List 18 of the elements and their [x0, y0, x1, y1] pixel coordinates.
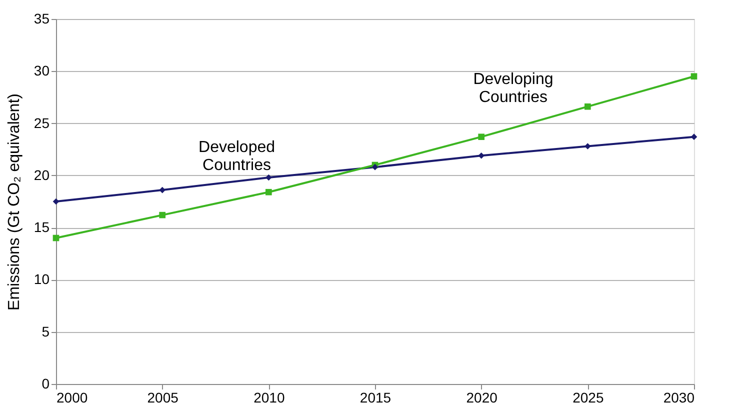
y-tick-label: 0 — [42, 376, 50, 392]
x-tick-label: 2020 — [466, 390, 498, 406]
y-tick-label: 15 — [34, 219, 50, 236]
series-label: Developed Countries — [198, 138, 276, 174]
series-label: Developing Countries — [473, 70, 554, 106]
x-tick-label: 2005 — [147, 390, 179, 406]
y-tick-label: 10 — [34, 271, 50, 288]
x-tick-label: 2015 — [360, 390, 392, 406]
x-tick-label: 2025 — [572, 390, 604, 406]
y-tick-label: 25 — [34, 114, 50, 131]
x-tick-label: 2000 — [56, 390, 88, 406]
y-tick-label: 35 — [34, 10, 50, 26]
x-tick-label: 2010 — [254, 390, 285, 406]
y-tick-label: 20 — [34, 166, 50, 183]
y-axis-title: Emissions (Gt CO₂ equivalent) — [6, 94, 23, 310]
y-tick-label: 5 — [42, 323, 50, 340]
x-tick-label: 2030 — [663, 390, 695, 406]
y-tick-label: 30 — [34, 62, 50, 79]
